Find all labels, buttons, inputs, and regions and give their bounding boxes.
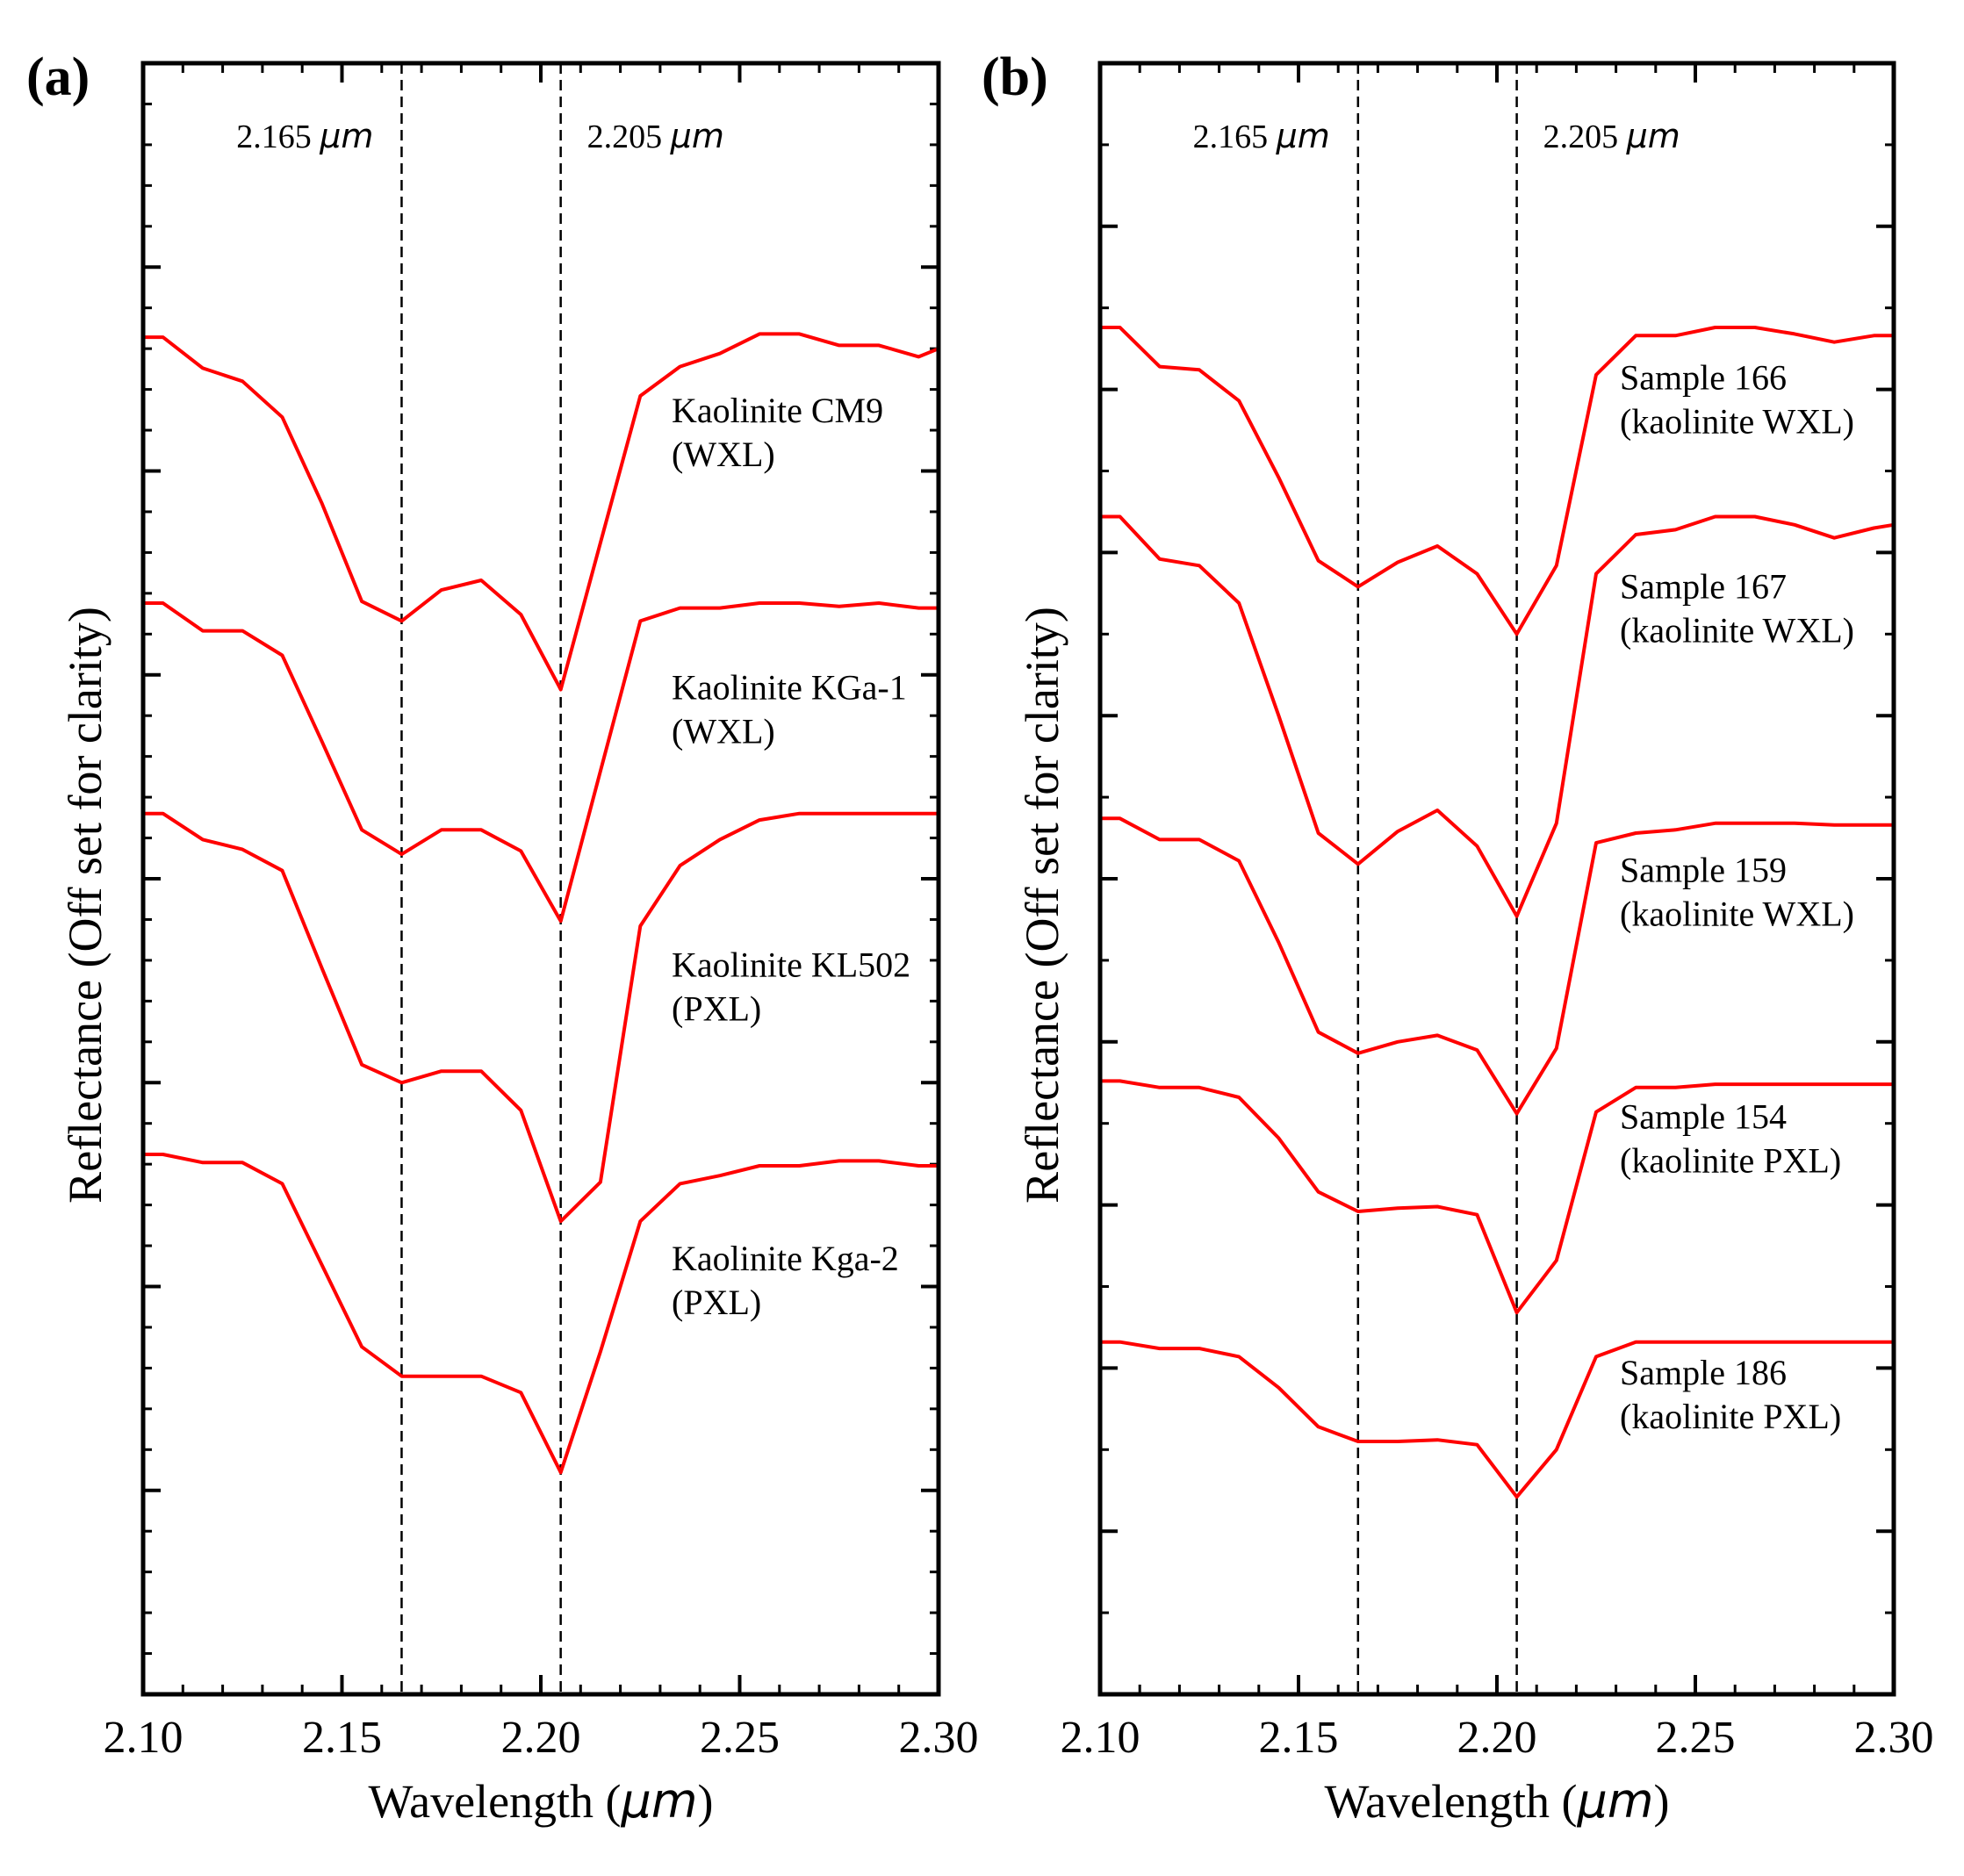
x-axis-title: Wavelength (μm) [1325, 1773, 1670, 1829]
series-label: Sample 186 [1620, 1353, 1787, 1392]
series-label-sub: (kaolinite WXL) [1620, 895, 1854, 934]
y-axis-title: Reflectance (Off set for clarity) [1016, 607, 1068, 1204]
series-line [143, 601, 939, 924]
x-axis-title: Wavelength (μm) [369, 1773, 714, 1829]
panel-label: (b) [982, 47, 1048, 107]
series-label-sub: (PXL) [672, 1283, 761, 1322]
x-tick-label: 2.15 [1259, 1713, 1339, 1763]
series-label: Sample 159 [1620, 851, 1787, 890]
x-tick-label: 2.20 [501, 1713, 581, 1763]
series-label-sub: (WXL) [672, 435, 775, 474]
series-label-sub: (kaolinite PXL) [1620, 1140, 1841, 1180]
x-tick-label: 2.15 [302, 1713, 382, 1763]
series-label: Sample 154 [1620, 1096, 1787, 1136]
x-tick-label: 2.30 [1854, 1713, 1934, 1763]
x-tick-label: 2.30 [899, 1713, 979, 1763]
y-axis-title: Reflectance (Off set for clarity) [59, 607, 112, 1204]
reference-line-label: 2.165 μm [1193, 117, 1330, 155]
series-label: Kaolinite KL502 [672, 945, 910, 984]
reference-line-label: 2.165 μm [236, 117, 373, 155]
series-line [143, 1153, 939, 1475]
panel-a: (a) 2.10 2.15 2.20 2.25 2.30 2.165 μm 2.205 μm K… [26, 47, 979, 1829]
series-line [1100, 326, 1894, 636]
x-tick-label: 2.10 [1061, 1713, 1140, 1763]
series-label: Kaolinite Kga-2 [672, 1239, 899, 1278]
reference-line-label: 2.205 μm [587, 117, 724, 155]
series-line [143, 811, 939, 1224]
series-label-sub: (kaolinite WXL) [1620, 402, 1854, 442]
series-line [1100, 1079, 1894, 1315]
x-tick-label: 2.25 [700, 1713, 780, 1763]
x-tick-label: 2.25 [1656, 1713, 1736, 1763]
series-line [1100, 1340, 1894, 1499]
series-label: Sample 167 [1620, 566, 1787, 606]
plot-frame [1097, 61, 1896, 1697]
panel-label: (a) [26, 47, 90, 107]
series-label-sub: (kaolinite WXL) [1620, 610, 1854, 650]
series-label-sub: (WXL) [672, 712, 775, 751]
series-label: Kaolinite KGa-1 [672, 668, 907, 708]
reference-line-label: 2.205 μm [1543, 117, 1680, 155]
series-line [143, 332, 939, 692]
series-line [1100, 816, 1894, 1116]
series-label-sub: (PXL) [672, 988, 761, 1028]
series-label: Kaolinite CM9 [672, 391, 883, 430]
panel-b: (b) 2.10 2.15 2.20 2.25 2.30 2.165 μm 2.205 μm S… [982, 47, 1934, 1829]
series-label-sub: (kaolinite PXL) [1620, 1397, 1841, 1436]
plot-frame [140, 61, 941, 1697]
x-tick-label: 2.20 [1457, 1713, 1537, 1763]
series-line [1100, 514, 1895, 918]
series-label: Sample 166 [1620, 358, 1787, 398]
x-tick-label: 2.10 [104, 1713, 183, 1763]
